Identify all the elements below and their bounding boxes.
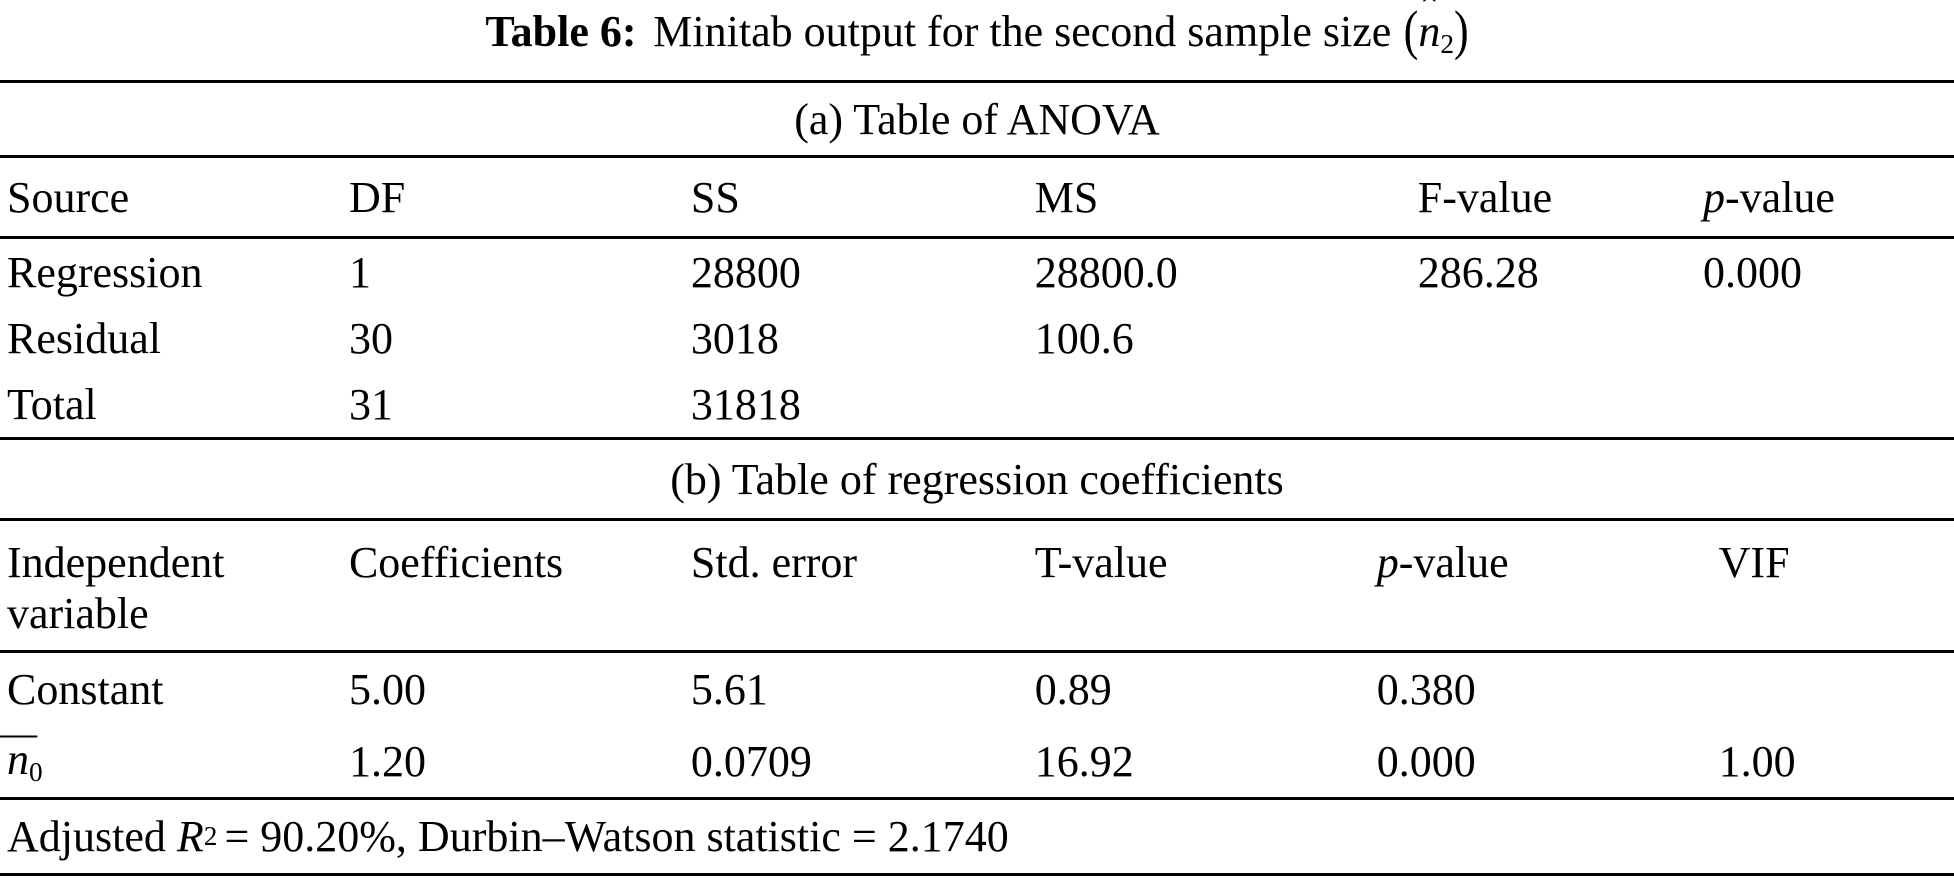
coeff-row-label-constant: Constant	[7, 664, 164, 714]
anova-cell: 100.6	[1034, 313, 1134, 363]
anova-cell: 3018	[690, 313, 779, 363]
footer-top-rule	[0, 797, 1954, 800]
anova-row-label: Residual	[7, 313, 161, 363]
anova-col-source: Source	[7, 172, 130, 222]
footnote-prefix: Adjusted	[7, 812, 166, 861]
coeff-row-label-nbar0: n ¯ 0	[0, 729, 342, 788]
r-squared-symbol: R	[176, 812, 204, 861]
anova-header-bottom-rule	[0, 236, 1954, 239]
coeff-col-pvalue: p-value	[1376, 538, 1509, 587]
anova-header-row: Source DF SS MS F-value p-value	[0, 158, 1954, 236]
open-paren: (	[1403, 0, 1419, 61]
anova-col-ss: SS	[690, 172, 740, 222]
coeff-cell: 1.00	[1718, 736, 1796, 786]
coeff-cell: 5.61	[690, 664, 768, 714]
coeff-cell: 0.0709	[690, 736, 812, 786]
footnote-text: = 90.20%, Durbin–Watson statistic = 2.17…	[224, 812, 1009, 861]
table-title-text: Minitab output for the second sample siz…	[653, 7, 1392, 56]
anova-row-label: Total	[7, 379, 97, 429]
coeff-col-std-error: Std. error	[690, 538, 858, 587]
subtable-a-caption: (a) Table of ANOVA	[794, 94, 1160, 144]
subscript-2: 2	[1440, 28, 1454, 59]
coeff-col-vif: VIF	[1718, 538, 1790, 587]
table-footnote: Adjusted R 2 = 90.20%, Durbin–Watson stati…	[0, 800, 1954, 873]
coeff-cell: 0.380	[1376, 664, 1476, 714]
n-bar-symbol: n ¯	[0, 729, 37, 785]
coeff-header-bottom-rule	[0, 650, 1954, 653]
subtable-b-caption: (b) Table of regression coefficients	[670, 454, 1284, 504]
anova-bottom-rule	[0, 437, 1954, 440]
anova-col-ms: MS	[1034, 172, 1099, 222]
coeff-header-row: Independent variable Coefficients Std. e…	[0, 521, 1954, 650]
anova-col-fvalue: F-value	[1417, 172, 1553, 222]
anova-cell: 1	[348, 247, 371, 297]
coeff-col-tvalue: T-value	[1034, 538, 1168, 587]
top-rule	[0, 80, 1954, 83]
subscript-0: 0	[29, 756, 43, 787]
table-title: Table 6: Minitab output for the second s…	[0, 0, 1954, 80]
coeff-col-independent-variable: Independent variable	[7, 538, 225, 638]
anova-cell: 28800.0	[1034, 247, 1178, 297]
superscript-2: 2	[203, 821, 218, 851]
bar-accent: ¯	[0, 729, 37, 779]
coeff-col-coefficients: Coefficients	[348, 538, 564, 587]
coeff-header-top-rule	[0, 518, 1954, 521]
table-title-label: Table 6:	[485, 7, 637, 56]
anova-row-label: Regression	[7, 247, 203, 297]
coeff-cell: 16.92	[1034, 736, 1134, 786]
anova-col-df: DF	[348, 172, 406, 222]
anova-cell: 28800	[690, 247, 801, 297]
anova-cell: 31818	[690, 379, 801, 429]
coeff-body: Constant 5.00 5.61 0.89 0.380 n ¯ 0 1.20 0…	[0, 653, 1954, 797]
bottom-rule	[0, 873, 1954, 876]
anova-cell: 31	[348, 379, 393, 429]
close-paren: )	[1453, 0, 1469, 61]
hat-accent: ˆ	[1422, 0, 1436, 32]
coeff-cell: 1.20	[348, 736, 426, 786]
coeff-cell: 0.89	[1034, 664, 1112, 714]
anova-col-pvalue: p-value	[1703, 172, 1835, 222]
coeff-cell: 0.000	[1376, 736, 1476, 786]
anova-body: Regression 1 28800 28800.0 286.28 0.000 …	[0, 239, 1954, 437]
anova-header-top-rule	[0, 155, 1954, 158]
anova-cell: 30	[348, 313, 393, 363]
anova-cell: 0.000	[1703, 247, 1803, 297]
coeff-cell: 5.00	[348, 664, 426, 714]
anova-cell: 286.28	[1417, 247, 1539, 297]
sample-size-symbol: (n ˆ 2)	[1404, 0, 1469, 61]
